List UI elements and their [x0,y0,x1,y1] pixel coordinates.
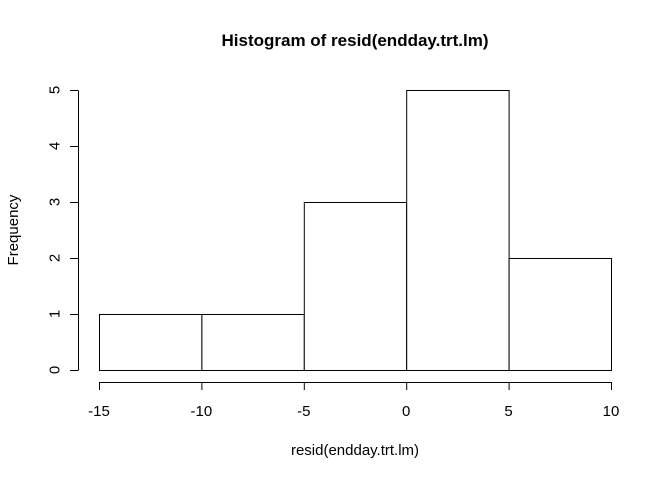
x-tick-label: 5 [504,403,512,420]
y-tick-label: 1 [47,310,64,318]
histogram-bar [99,314,203,371]
x-tick-label: -10 [191,403,213,420]
y-axis-label: Frequency [5,194,22,265]
bars-layer [99,90,613,371]
y-tick-label: 0 [47,366,64,374]
y-tick-label: 4 [47,142,64,150]
x-axis-label: resid(endday.trt.lm) [291,442,419,459]
chart-title: Histogram of resid(endday.trt.lm) [222,31,489,50]
y-tick-label: 3 [47,198,64,206]
y-tick-label: 2 [47,254,64,262]
x-tick-label: -15 [88,403,110,420]
x-tick-label: 10 [603,403,620,420]
x-axis: -15 -10 -5 0 5 10 [88,382,619,420]
y-tick-label: 5 [47,86,64,94]
histogram-bar [508,258,613,371]
histogram-bar [201,314,305,371]
histogram-bar [406,90,510,371]
histogram-bar [303,202,408,371]
x-tick-label: -5 [297,403,310,420]
x-tick-label: 0 [402,403,410,420]
y-axis: 0 1 2 3 4 5 [47,86,79,374]
